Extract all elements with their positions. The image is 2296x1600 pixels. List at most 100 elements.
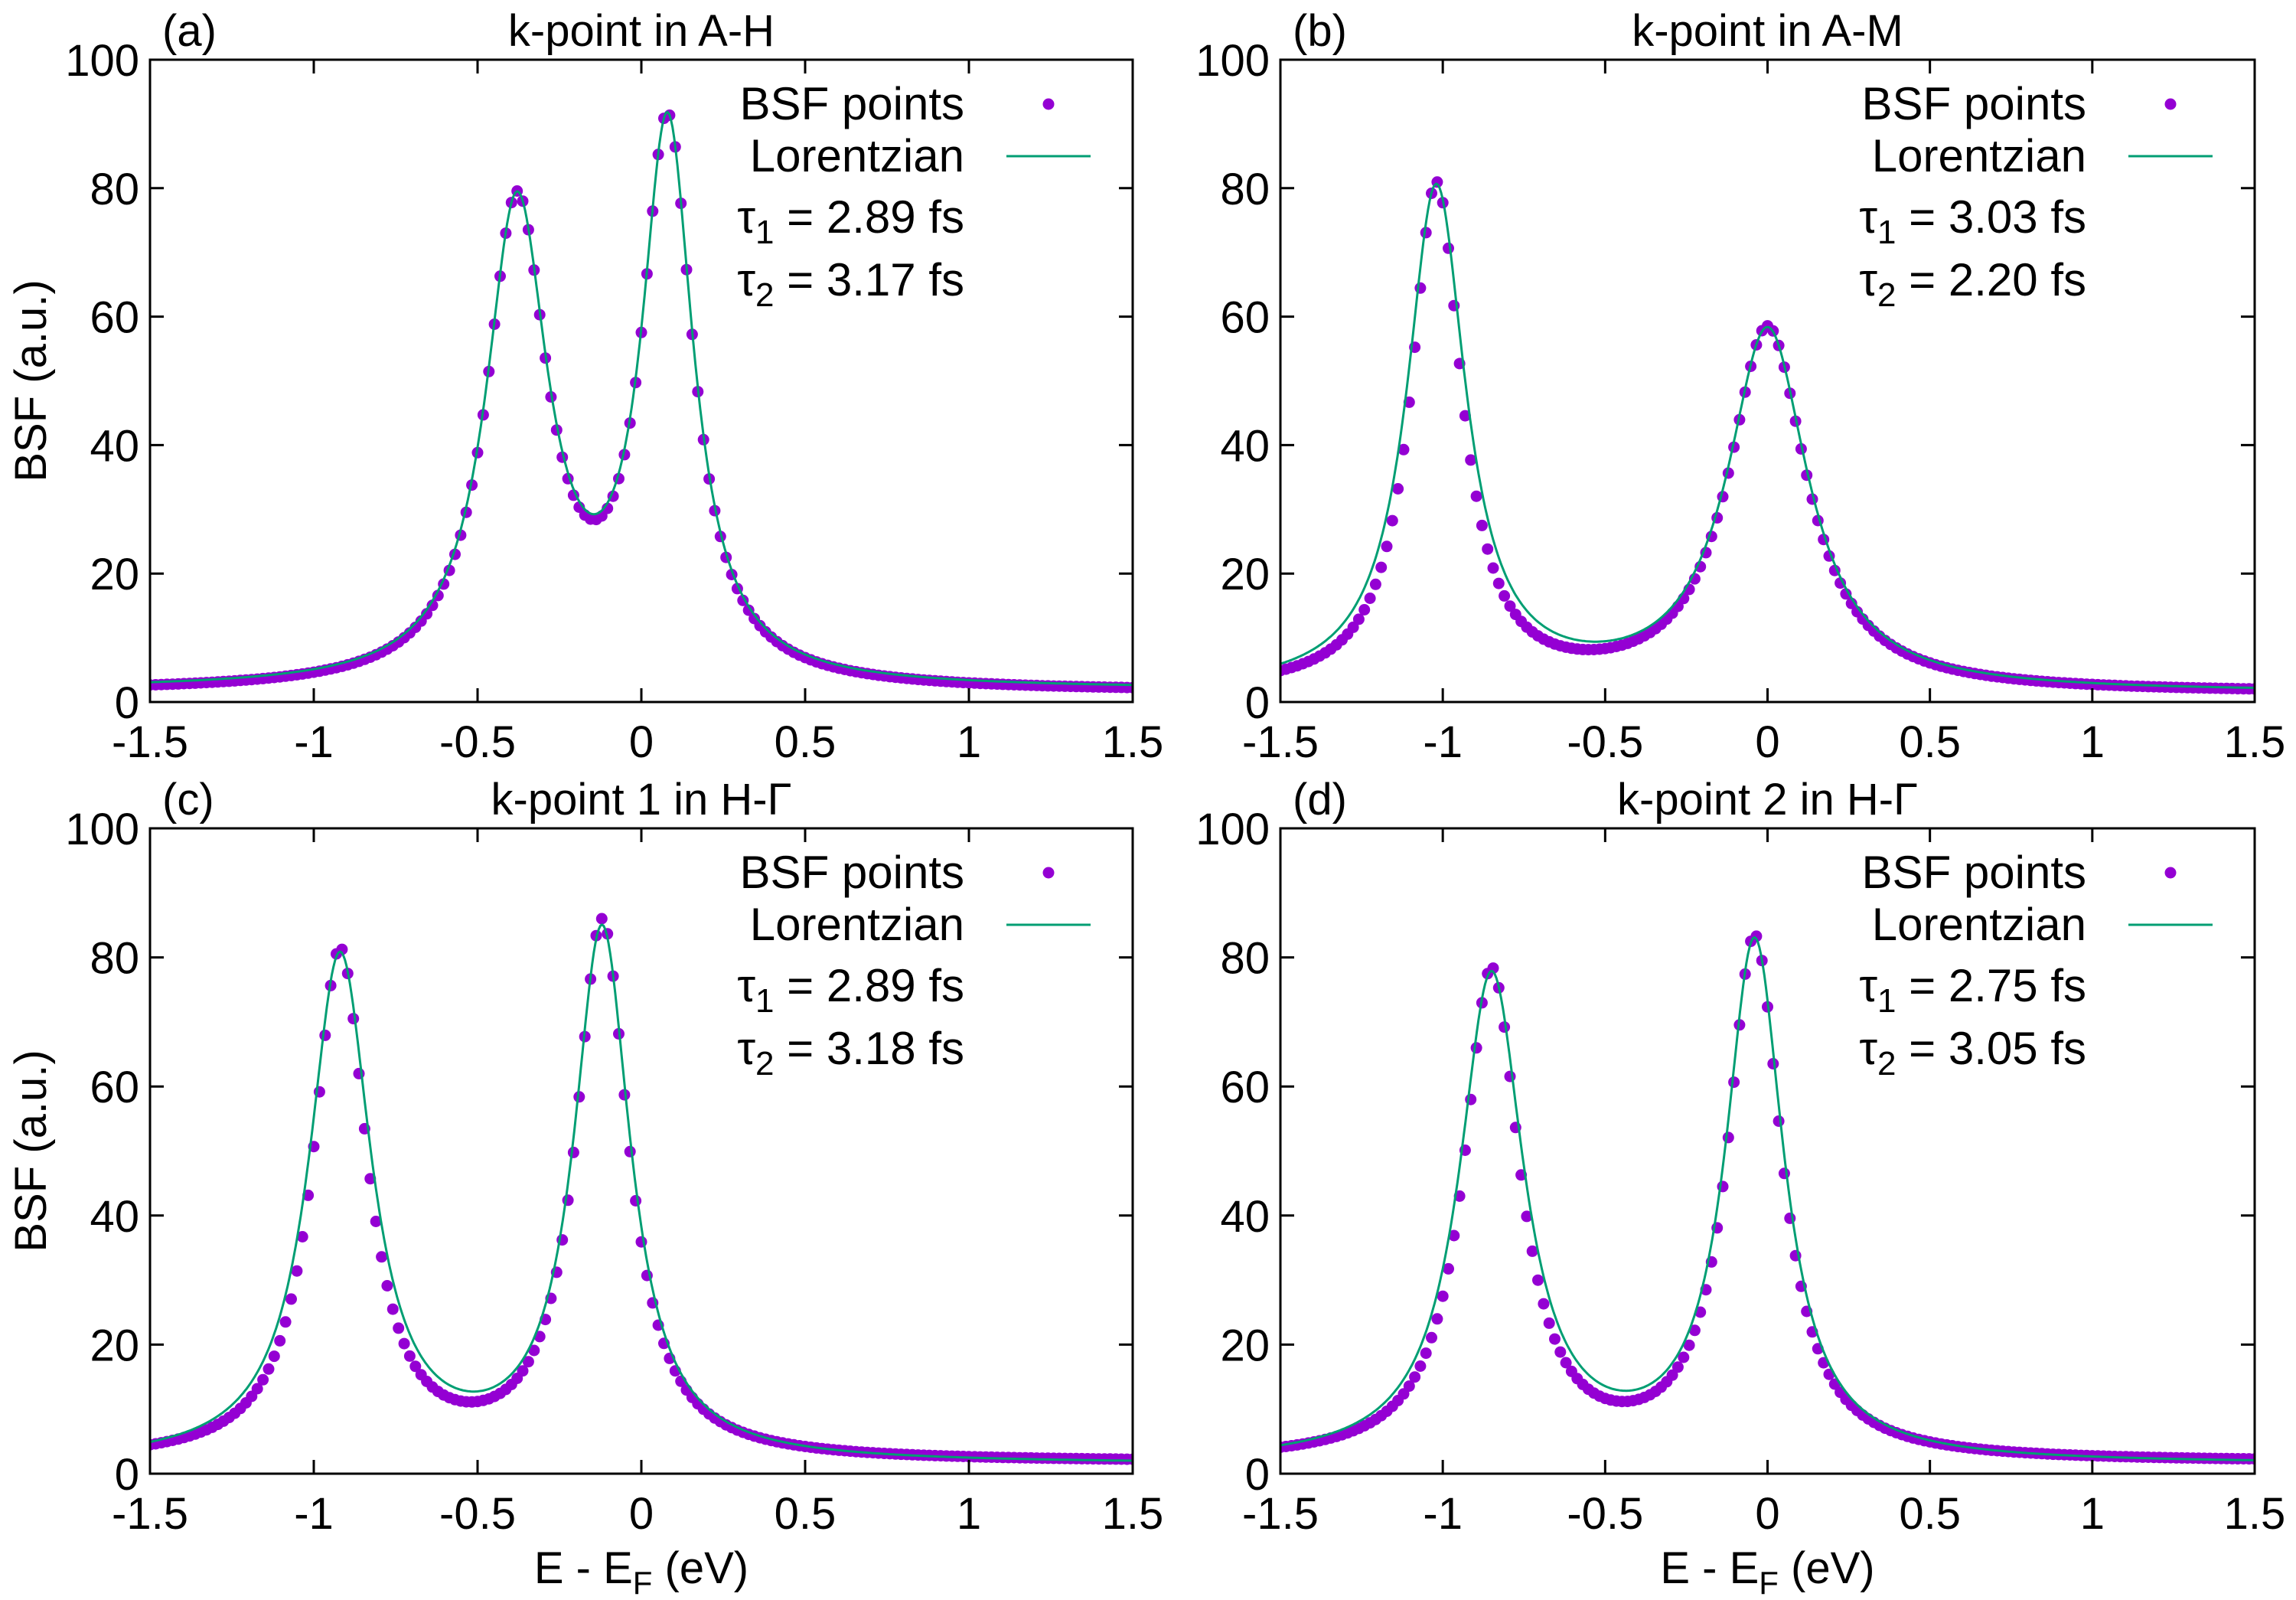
bsf-point	[263, 1363, 275, 1375]
y-tick-label: 0	[115, 678, 139, 728]
bsf-point	[1835, 577, 1847, 589]
bsf-point	[1459, 410, 1471, 422]
lorentzian-line	[1280, 936, 2255, 1461]
legend-points-marker	[2164, 98, 2177, 110]
bsf-point	[393, 1322, 405, 1334]
x-tick-label: -1.5	[1242, 717, 1319, 767]
y-tick-label: 60	[90, 1063, 139, 1112]
bsf-point	[1431, 1313, 1443, 1325]
tau-1-annotation: τ1 = 2.89 fs	[737, 191, 964, 251]
bsf-point	[1532, 1274, 1544, 1286]
y-tick-label: 0	[1245, 678, 1270, 728]
y-tick-label: 80	[90, 165, 139, 214]
plot-frame	[1279, 827, 2256, 1475]
bsf-point	[1549, 1333, 1561, 1345]
bsf-point	[296, 1231, 308, 1242]
bsf-points-series	[1280, 176, 2255, 695]
bsf-point	[1482, 543, 1494, 555]
bsf-point	[1426, 1331, 1437, 1344]
y-tick-label: 20	[1220, 1321, 1270, 1370]
x-tick-label: 1	[2080, 717, 2105, 767]
bsf-points-series	[150, 913, 1133, 1465]
bsf-point	[1369, 578, 1381, 590]
bsf-point	[595, 913, 608, 925]
x-tick-label: 0.5	[1899, 1489, 1961, 1539]
y-tick-label: 20	[1220, 550, 1270, 599]
bsf-point	[1504, 1070, 1516, 1082]
legend-points-marker	[2164, 867, 2177, 879]
tau-2-annotation: τ2 = 3.18 fs	[737, 1023, 964, 1082]
bsf-point	[1352, 613, 1365, 625]
x-tick-label: 0.5	[775, 717, 837, 767]
bsf-point	[1392, 483, 1404, 495]
x-tick-label: -0.5	[1567, 717, 1643, 767]
panel-title: k-point in A-H	[508, 6, 775, 56]
bsf-point	[1375, 561, 1388, 573]
x-tick-label: -0.5	[439, 717, 516, 767]
bsf-point	[386, 1303, 399, 1315]
x-tick-label: 1.5	[2224, 1489, 2286, 1539]
y-tick-label: 40	[90, 421, 139, 471]
plot-frame	[148, 827, 1134, 1475]
bsf-point	[1409, 1371, 1421, 1383]
y-tick-label: 100	[65, 36, 139, 86]
bsf-point	[1420, 1347, 1432, 1360]
bsf-points-series	[150, 109, 1133, 694]
x-tick-label: 0	[629, 717, 654, 767]
x-tick-label: -0.5	[439, 1489, 516, 1539]
tau-2-annotation: τ2 = 3.05 fs	[1859, 1023, 2086, 1082]
x-tick-label: -1.5	[1242, 1489, 1319, 1539]
bsf-point	[1840, 588, 1852, 600]
bsf-point	[1560, 1357, 1572, 1369]
legend-line-label: Lorentzian	[1872, 899, 2086, 950]
legend-line-label: Lorentzian	[750, 899, 964, 950]
bsf-point	[1683, 1339, 1695, 1351]
y-tick-label: 40	[1220, 421, 1270, 471]
bsf-point	[279, 1316, 292, 1328]
panel-label: (c)	[162, 775, 214, 824]
bsf-point	[624, 1145, 636, 1158]
y-tick-label: 80	[1220, 165, 1270, 214]
bsf-point	[522, 1356, 534, 1368]
panel-title: k-point 1 in H-Γ	[491, 775, 792, 824]
bsf-point	[1381, 540, 1393, 553]
x-tick-label: -1.5	[112, 717, 188, 767]
bsf-point	[1487, 562, 1499, 574]
y-tick-label: 100	[65, 805, 139, 854]
bsf-point	[1722, 1131, 1734, 1144]
x-tick-label: 1	[957, 717, 981, 767]
bsf-point	[742, 604, 755, 616]
x-tick-label: -1	[294, 1489, 334, 1539]
bsf-point	[1448, 1229, 1460, 1242]
legend-points-label: BSF points	[1862, 78, 2086, 129]
x-tick-label: -1	[1423, 1489, 1463, 1539]
x-axis-title: E - EF (eV)	[1660, 1543, 1874, 1596]
y-tick-label: 0	[1245, 1450, 1270, 1500]
bsf-point	[573, 1091, 585, 1103]
bsf-point	[1414, 1360, 1427, 1372]
bsf-point	[1386, 514, 1398, 527]
y-tick-label: 80	[90, 934, 139, 984]
tau-1-annotation: τ1 = 2.89 fs	[737, 960, 964, 1020]
y-tick-label: 80	[1220, 934, 1270, 984]
tau-2-annotation: τ2 = 3.17 fs	[737, 254, 964, 314]
tau-2-annotation: τ2 = 2.20 fs	[1859, 254, 2086, 314]
panel-title: k-point in A-M	[1632, 6, 1903, 56]
y-tick-label: 20	[90, 550, 139, 599]
bsf-point	[1526, 1245, 1538, 1257]
bsf-point	[1465, 454, 1477, 466]
plot-frame	[148, 58, 1134, 704]
bsf-point	[403, 1350, 416, 1362]
legend-points-marker	[1042, 98, 1055, 110]
panel-title: k-point 2 in H-Γ	[1617, 775, 1918, 824]
bsf-point	[274, 1334, 286, 1347]
chart-panel-2: -1.5 -1 -0.5 0 0.5 1 1.5 0 20 40 60 80 100 (c) k-point…	[6, 775, 1163, 1600]
y-tick-label: 100	[1195, 36, 1270, 86]
bsf-point	[257, 1373, 269, 1386]
bsf-point	[517, 1365, 529, 1377]
y-tick-label: 100	[1195, 805, 1270, 854]
bsf-point	[630, 1195, 642, 1207]
bsf-point	[291, 1265, 303, 1277]
